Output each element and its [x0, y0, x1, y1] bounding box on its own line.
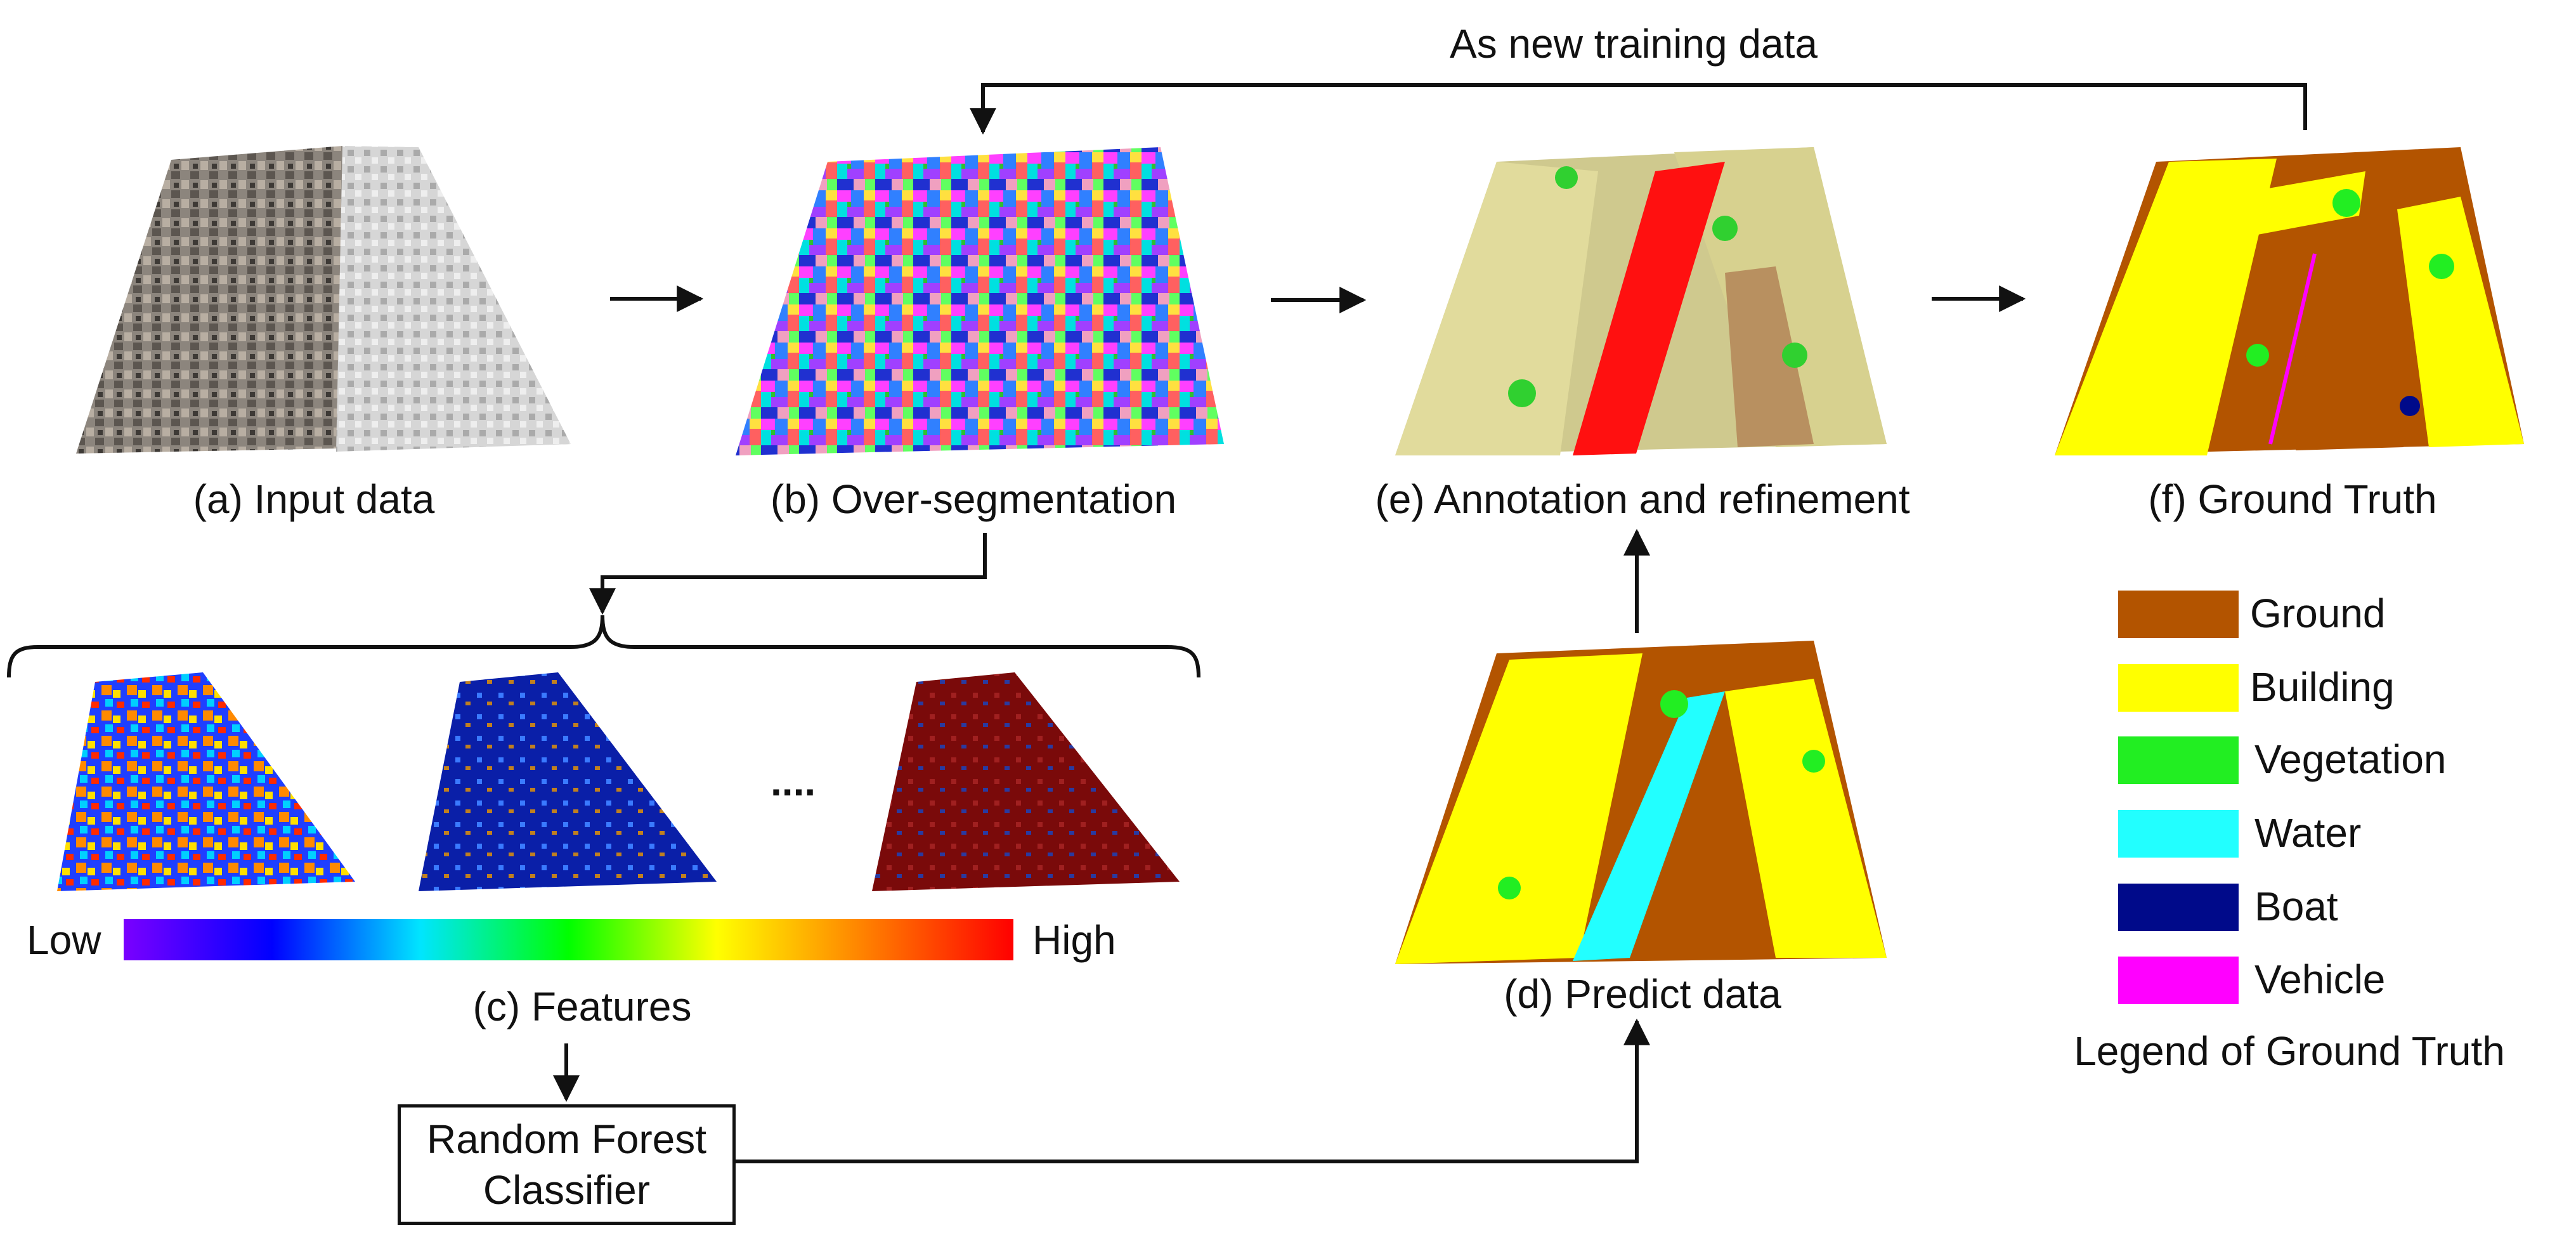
caption-features: (c) Features — [472, 984, 692, 1029]
legend-swatch-vehicle — [2118, 957, 2239, 1004]
feature-map-2 — [419, 672, 717, 891]
feature-ellipsis: .... — [771, 759, 816, 804]
legend-swatch-vegetation — [2118, 736, 2239, 784]
over-segmentation-image — [736, 147, 1224, 455]
caption-ground-truth: (f) Ground Truth — [2148, 476, 2437, 522]
feature-map-3 — [872, 672, 1180, 891]
input-data-image — [76, 146, 571, 454]
arrow-classifier-to-predict — [736, 1018, 1650, 1163]
annotation-image — [1395, 147, 1887, 455]
random-forest-classifier-box: Random Forest Classifier — [398, 1104, 736, 1225]
feature-map-1 — [57, 672, 355, 891]
legend-label-vegetation: Vegetation — [2254, 736, 2447, 782]
classifier-line2: Classifier — [483, 1167, 651, 1213]
legend-label-water: Water — [2254, 810, 2362, 856]
legend-swatch-building — [2118, 664, 2239, 712]
caption-annotation-refinement: (e) Annotation and refinement — [1375, 476, 1910, 522]
feedback-label: As new training data — [1450, 21, 1818, 67]
legend-label-boat: Boat — [2254, 884, 2338, 929]
arrow-b-to-features — [589, 533, 987, 615]
legend-label-building: Building — [2250, 664, 2395, 710]
feature-colorbar — [124, 919, 1013, 960]
feedback-arrow — [970, 83, 2307, 135]
colorbar-high-label: High — [1032, 917, 1116, 963]
legend-swatch-ground — [2118, 591, 2239, 638]
ground-truth-image — [2055, 147, 2524, 455]
caption-over-segmentation: (b) Over-segmentation — [770, 476, 1177, 522]
features-brace — [7, 615, 1200, 678]
caption-input-data: (a) Input data — [193, 476, 435, 522]
legend-label-vehicle: Vehicle — [2254, 957, 2386, 1002]
legend-title: Legend of Ground Truth — [2074, 1028, 2505, 1074]
classifier-line1: Random Forest — [426, 1116, 707, 1162]
legend-label-ground: Ground — [2250, 591, 2386, 636]
colorbar-low-label: Low — [27, 917, 101, 963]
legend-swatch-boat — [2118, 884, 2239, 931]
caption-predict-data: (d) Predict data — [1504, 971, 1781, 1017]
legend-swatch-water — [2118, 810, 2239, 858]
predict-data-image — [1395, 641, 1887, 964]
